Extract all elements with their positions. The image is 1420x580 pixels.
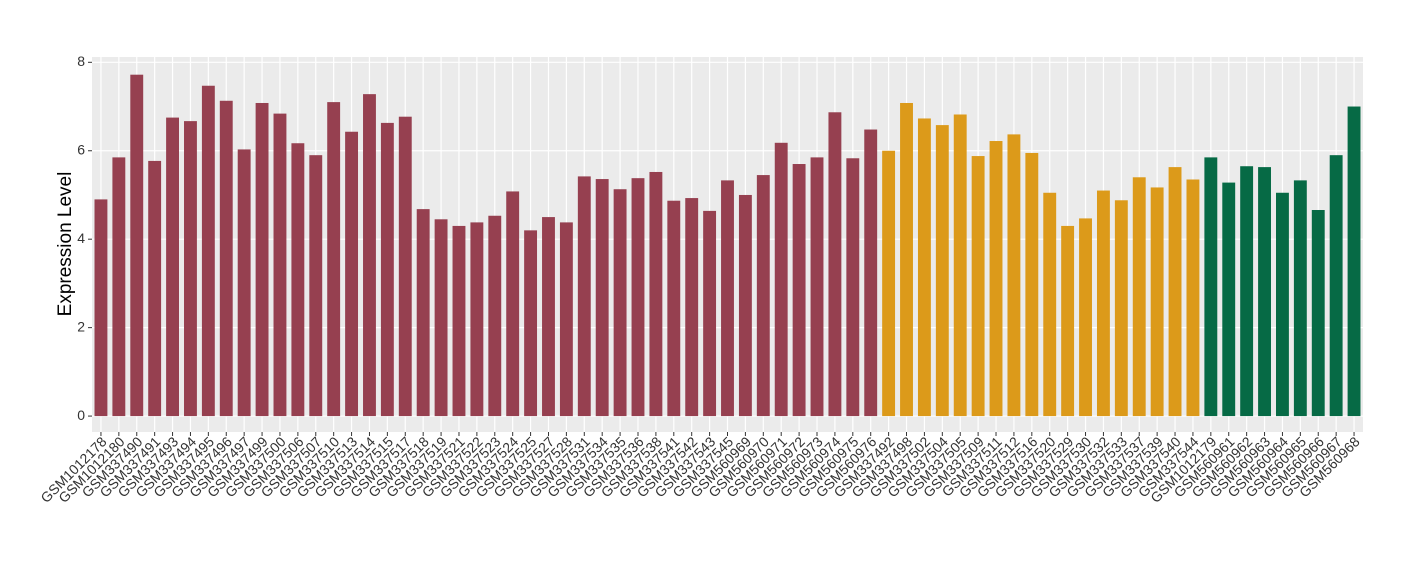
bar <box>398 116 412 417</box>
bar <box>524 230 538 417</box>
bar <box>94 199 108 417</box>
bar <box>953 114 967 417</box>
bar <box>810 157 824 417</box>
bar <box>112 157 126 417</box>
bar <box>1043 192 1057 417</box>
y-axis-label: Expression Level <box>55 172 76 317</box>
bar <box>327 102 341 417</box>
bar <box>184 121 197 417</box>
bar <box>613 189 627 417</box>
bar <box>1293 180 1307 417</box>
bar <box>559 222 573 417</box>
bar <box>237 149 251 417</box>
bar <box>864 129 878 417</box>
bar <box>900 102 913 417</box>
bar <box>148 160 162 417</box>
bar <box>738 194 752 417</box>
bar <box>989 141 1003 417</box>
bar <box>971 156 985 417</box>
bar <box>255 102 269 417</box>
bar <box>291 143 305 417</box>
bar <box>1114 200 1128 417</box>
bar <box>1168 167 1182 417</box>
bar <box>1240 166 1254 417</box>
bar <box>774 142 788 417</box>
bar <box>363 94 376 417</box>
bar <box>828 112 842 417</box>
bar <box>1025 152 1039 417</box>
bar <box>1079 218 1092 417</box>
bar <box>470 222 484 417</box>
bar <box>1132 177 1146 417</box>
bar <box>309 155 323 417</box>
bar <box>166 117 180 417</box>
bar <box>667 200 681 417</box>
y-tick-label: 6 <box>77 141 85 157</box>
bar <box>1311 210 1325 417</box>
bar <box>882 150 896 417</box>
y-tick-label: 8 <box>77 53 85 69</box>
bar <box>273 113 287 417</box>
bar <box>1258 167 1271 417</box>
bar <box>1007 134 1021 417</box>
bar <box>1186 179 1200 417</box>
y-tick-label: 2 <box>77 318 85 334</box>
bar <box>416 209 430 417</box>
bar <box>631 178 645 417</box>
bar <box>1061 225 1075 417</box>
bar <box>595 179 609 417</box>
bar <box>345 131 359 417</box>
bar <box>434 219 448 417</box>
bar <box>1150 187 1164 417</box>
bar <box>452 225 466 417</box>
bar <box>721 180 734 417</box>
bar <box>917 118 931 417</box>
bar <box>488 215 502 417</box>
bar <box>201 85 215 417</box>
bar <box>1329 155 1343 417</box>
bar <box>1204 157 1218 417</box>
y-tick-label: 4 <box>77 230 85 246</box>
bar <box>219 100 233 417</box>
bar <box>1275 192 1289 417</box>
bar <box>1096 190 1110 417</box>
bar <box>935 125 949 417</box>
bar <box>1347 106 1361 417</box>
bar <box>130 74 144 417</box>
bar <box>756 175 770 417</box>
y-tick-label: 0 <box>77 407 85 423</box>
bar <box>792 164 806 417</box>
bar <box>846 158 860 417</box>
bar <box>577 176 591 417</box>
bar <box>703 210 717 417</box>
bar <box>506 191 520 417</box>
bar <box>542 217 555 417</box>
bar <box>1222 182 1236 417</box>
bar <box>685 198 699 417</box>
bar <box>380 122 394 417</box>
bar <box>649 171 663 417</box>
